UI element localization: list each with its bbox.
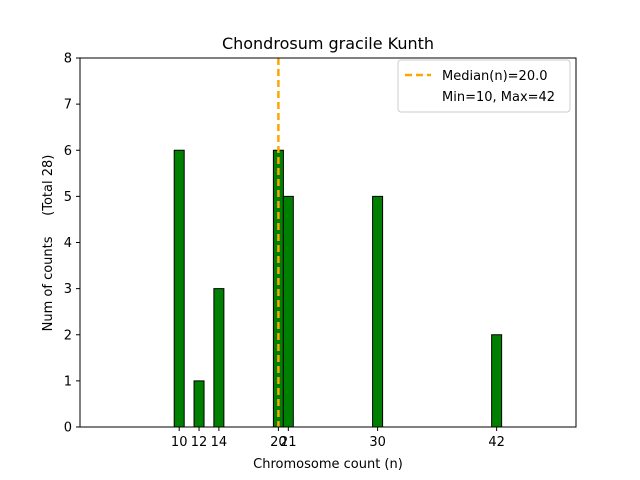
x-axis-label: Chromosome count (n): [253, 457, 403, 472]
x-tick-label-30: 30: [369, 435, 386, 450]
bar-n-42: [491, 334, 503, 428]
bar-n-30: [372, 195, 384, 428]
y-tick-label-1: 1: [64, 374, 72, 389]
bars-group: [173, 149, 503, 428]
y-tick-label-7: 7: [64, 98, 72, 113]
x-tick-label-21: 21: [280, 435, 297, 450]
y-tick-label-0: 0: [64, 421, 72, 436]
bar-n-12: [193, 380, 205, 428]
legend: Median(n)=20.0 Min=10, Max=42: [397, 59, 571, 113]
bar-n-14: [213, 288, 225, 428]
legend-median-label: Median(n)=20.0: [442, 69, 548, 84]
bar-n-21: [282, 195, 294, 428]
y-tick-label-2: 2: [64, 328, 72, 343]
plot-frame: [79, 57, 577, 428]
x-tick-label-42: 42: [488, 435, 505, 450]
legend-box: [397, 59, 571, 113]
y-tick-label-3: 3: [64, 282, 72, 297]
y-ticks-group: 0 1 2 3 4 5 6 7 8: [64, 52, 80, 436]
x-tick-label-14: 14: [211, 435, 228, 450]
legend-range-label: Min=10, Max=42: [442, 90, 555, 105]
bar-n-10: [173, 149, 185, 428]
x-tick-label-20: 20: [270, 435, 287, 450]
chart-title: Chondrosum gracile Kunth: [222, 34, 434, 53]
y-tick-label-8: 8: [64, 52, 72, 67]
x-tick-label-10: 10: [171, 435, 188, 450]
y-tick-label-6: 6: [64, 144, 72, 159]
x-tick-label-12: 12: [191, 435, 208, 450]
y-axis-label: Num of counts (Total 28): [41, 155, 56, 332]
y-tick-label-4: 4: [64, 236, 72, 251]
y-tick-label-5: 5: [64, 190, 72, 205]
